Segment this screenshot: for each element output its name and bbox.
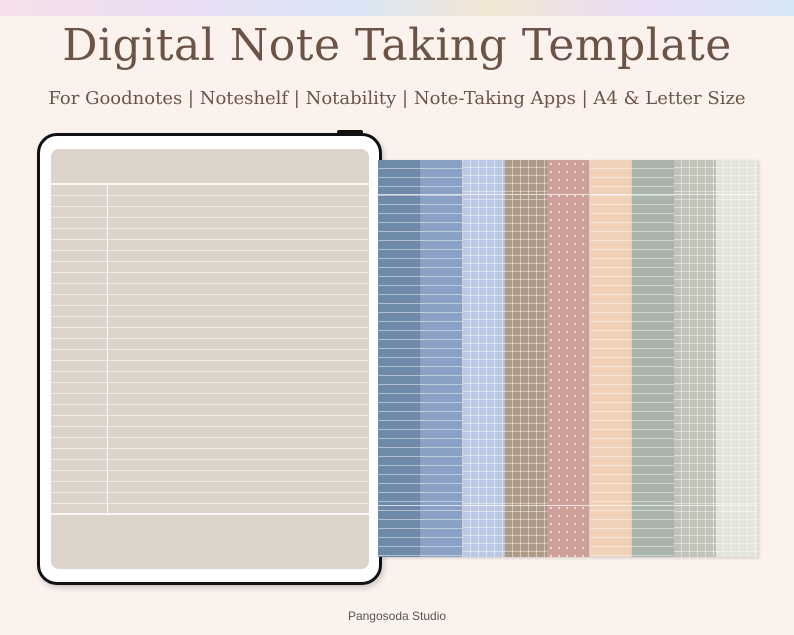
page-header-rule [716,194,759,195]
page-header-rule [420,194,463,195]
tablet-mockup [37,133,382,585]
page-footer-rule [674,505,717,506]
template-page-ivory-grid [716,160,759,557]
page-header-rule [378,194,420,195]
page-title: Digital Note Taking Template [62,20,732,71]
page-footer-rule [547,505,590,506]
page-header-rule [631,194,674,195]
cornell-summary-rule [51,513,369,515]
top-gradient-bar [0,0,794,16]
template-page-lavender-grid [462,160,505,557]
page-footer-rule [631,505,674,506]
template-page-rose-dotted [547,160,590,557]
template-page-blue-lined [420,160,463,557]
tablet-screen-cornell-page [51,149,369,569]
page-footer-rule [420,505,463,506]
page-subtitle: For Goodnotes | Noteshelf | Notability |… [48,88,746,109]
template-page-taupe-grid [504,160,547,557]
page-header-rule [674,194,717,195]
template-page-peach-lined [589,160,632,557]
page-header-rule [504,194,547,195]
page-header-rule [547,194,590,195]
footer-brand: Pangosoda Studio [347,609,447,623]
template-page-sage-lined [631,160,674,557]
tablet-power-button [337,130,363,134]
page-footer-rule [378,505,420,506]
page-footer-rule [504,505,547,506]
page-header-rule [462,194,505,195]
template-page-steel-blue-lined [378,160,420,557]
page-footer-rule [716,505,759,506]
cornell-header-area [51,149,369,183]
cornell-header-rule [51,183,369,185]
page-footer-rule [589,505,632,506]
cornell-note-lines [51,185,369,513]
page-footer-rule [462,505,505,506]
template-page-grey-green-grid [674,160,717,557]
cornell-cue-column-divider [107,183,108,513]
page-header-rule [589,194,632,195]
